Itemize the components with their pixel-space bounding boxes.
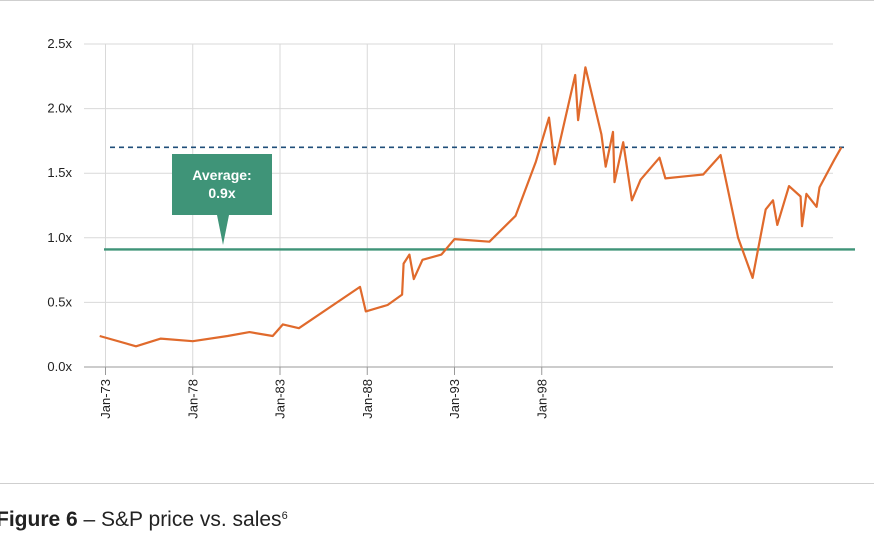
average-callout: Average: 0.9x [172,154,272,245]
grid [84,43,833,368]
x-axis-ticks: Jan-73Jan-78Jan-83Jan-88Jan-93Jan-98Jan-… [84,366,833,419]
average-callout-line1: Average: [192,167,252,183]
x-tick-label: Jan-98 [534,379,549,419]
y-tick-label: 2.5x [47,36,72,51]
x-tick-label: Jan-78 [185,379,200,419]
x-tick-label: Jan-93 [447,379,462,419]
figure-title: – S&P price vs. sales [77,508,282,531]
footnote-marker: 6 [281,510,288,522]
x-tick-label: Jan-73 [98,379,113,419]
price-to-sales-series-line [99,66,843,348]
reference-lines [104,146,855,251]
y-tick-label: 1.5x [47,165,72,180]
x-tick-label: Jan-88 [360,379,375,419]
y-tick-label: 0.0x [47,359,72,374]
average-callout-line2: 0.9x [208,185,236,201]
y-tick-label: 0.5x [47,294,72,309]
bottom-rule [0,483,874,484]
price-to-sales-line-chart: 0.0x 0.5x 1.0x 1.5x 2.0x 2.5x Jan-73 Jan-78 Jan… [47,36,855,419]
top-rule [0,0,874,1]
series [99,66,843,348]
y-tick-label: 2.0x [47,101,72,116]
figure-caption: Figure 6 – S&P price vs. sales6 [0,508,288,532]
y-tick-label: 1.0x [47,230,72,245]
x-tick-label: Jan-83 [273,379,288,419]
figure-label: Figure 6 [0,508,78,531]
y-axis-ticks: 0.0x 0.5x 1.0x 1.5x 2.0x 2.5x [47,36,72,374]
